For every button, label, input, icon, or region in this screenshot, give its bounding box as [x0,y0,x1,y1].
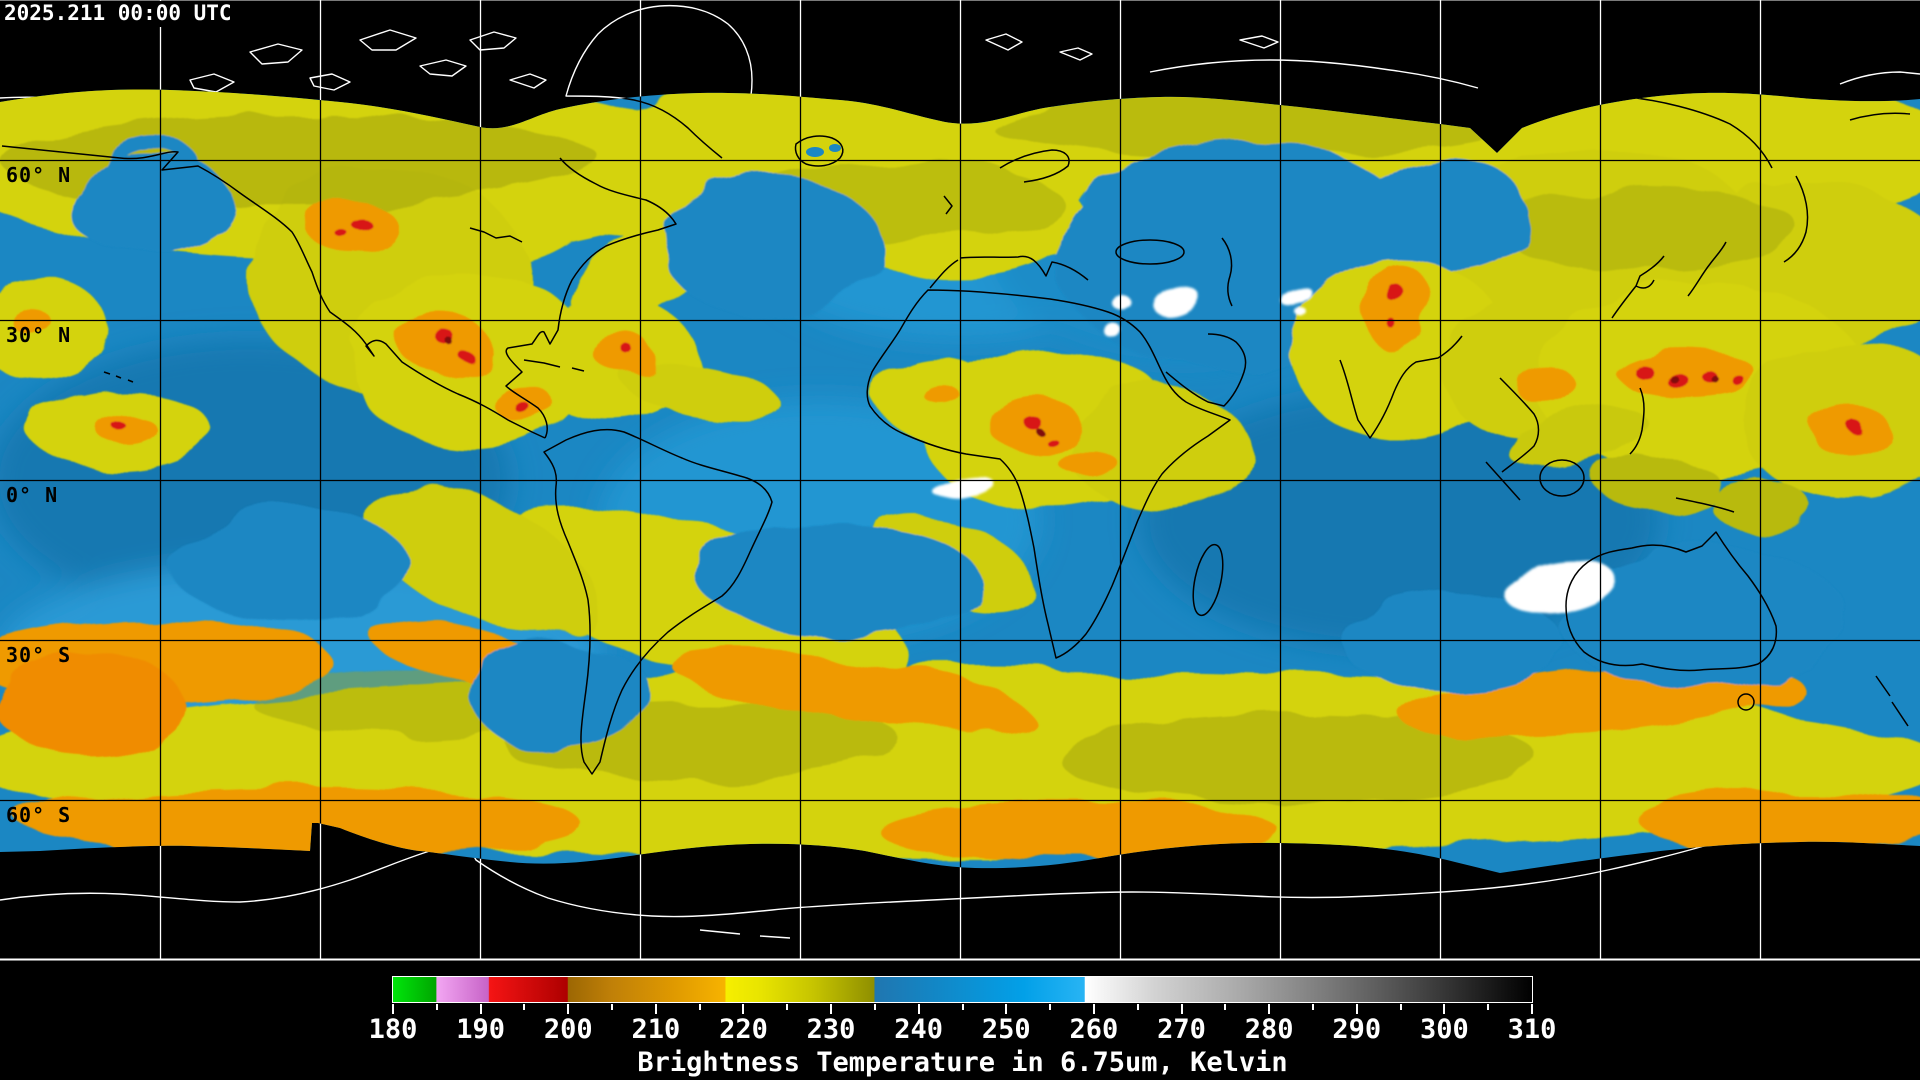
colorbar-label-260: 260 [1069,1014,1119,1045]
minor-tick-245 [961,1004,964,1010]
major-tick-300 [1443,1004,1446,1014]
major-tick-240 [917,1004,920,1014]
colorbar [392,976,1533,1003]
minor-tick-265 [1136,1004,1139,1010]
major-tick-290 [1355,1004,1358,1014]
colorbar-label-300: 300 [1419,1014,1469,1045]
colorbar-label-240: 240 [894,1014,944,1045]
coastlines [1,89,1911,775]
graticule-parallels [0,159,1920,802]
minor-tick-195 [523,1004,526,1010]
minor-tick-205 [611,1004,614,1010]
colorbar-label-270: 270 [1157,1014,1206,1045]
timestamp: 2025.211 00:00 UTC [4,1,235,27]
colorbar-label-250: 250 [981,1014,1031,1045]
latitude-label-30s: 30° S [6,643,72,667]
colorbar-label-220: 220 [719,1014,768,1045]
colorbar-label-210: 210 [631,1014,681,1045]
minor-tick-275 [1224,1004,1227,1010]
major-tick-230 [830,1004,833,1014]
colorbar-label-180: 180 [368,1014,418,1045]
minor-tick-295 [1399,1004,1402,1010]
major-tick-270 [1180,1004,1183,1014]
latitude-label-30n: 30° N [6,323,72,347]
colorbar-label-200: 200 [543,1014,593,1045]
colorbar-label-280: 280 [1244,1014,1294,1045]
latitude-label-60n: 60° N [6,163,72,187]
minor-tick-215 [698,1004,701,1010]
major-tick-310 [1531,1004,1533,1014]
minor-tick-285 [1311,1004,1314,1010]
major-tick-280 [1268,1004,1271,1014]
minor-tick-225 [786,1004,789,1010]
major-tick-190 [479,1004,482,1014]
latitude-label-60s: 60° S [6,803,72,827]
colorbar-caption: Brightness Temperature in 6.75um, Kelvin [637,1047,1288,1078]
minor-tick-305 [1487,1004,1490,1010]
minor-tick-235 [873,1004,876,1010]
warm-white-patches [933,284,1617,614]
colorbar-zone: 180 190 200 210 220 230 240 250 260 270 280 290 300 3… [0,962,1920,1080]
colorbar-label-230: 230 [806,1014,856,1045]
major-tick-210 [654,1004,657,1014]
colorbar-label-310: 310 [1507,1014,1557,1045]
major-tick-180 [392,1004,394,1014]
major-tick-200 [567,1004,570,1014]
latitude-label-0n: 0° N [6,483,59,507]
major-tick-250 [1005,1004,1008,1014]
graticule-meridians [159,89,1762,873]
major-tick-260 [1092,1004,1095,1014]
minor-tick-255 [1049,1004,1052,1010]
major-tick-220 [742,1004,745,1014]
colorbar-label-190: 190 [456,1014,505,1045]
minor-tick-185 [435,1004,438,1010]
colorbar-label-290: 290 [1332,1014,1382,1045]
